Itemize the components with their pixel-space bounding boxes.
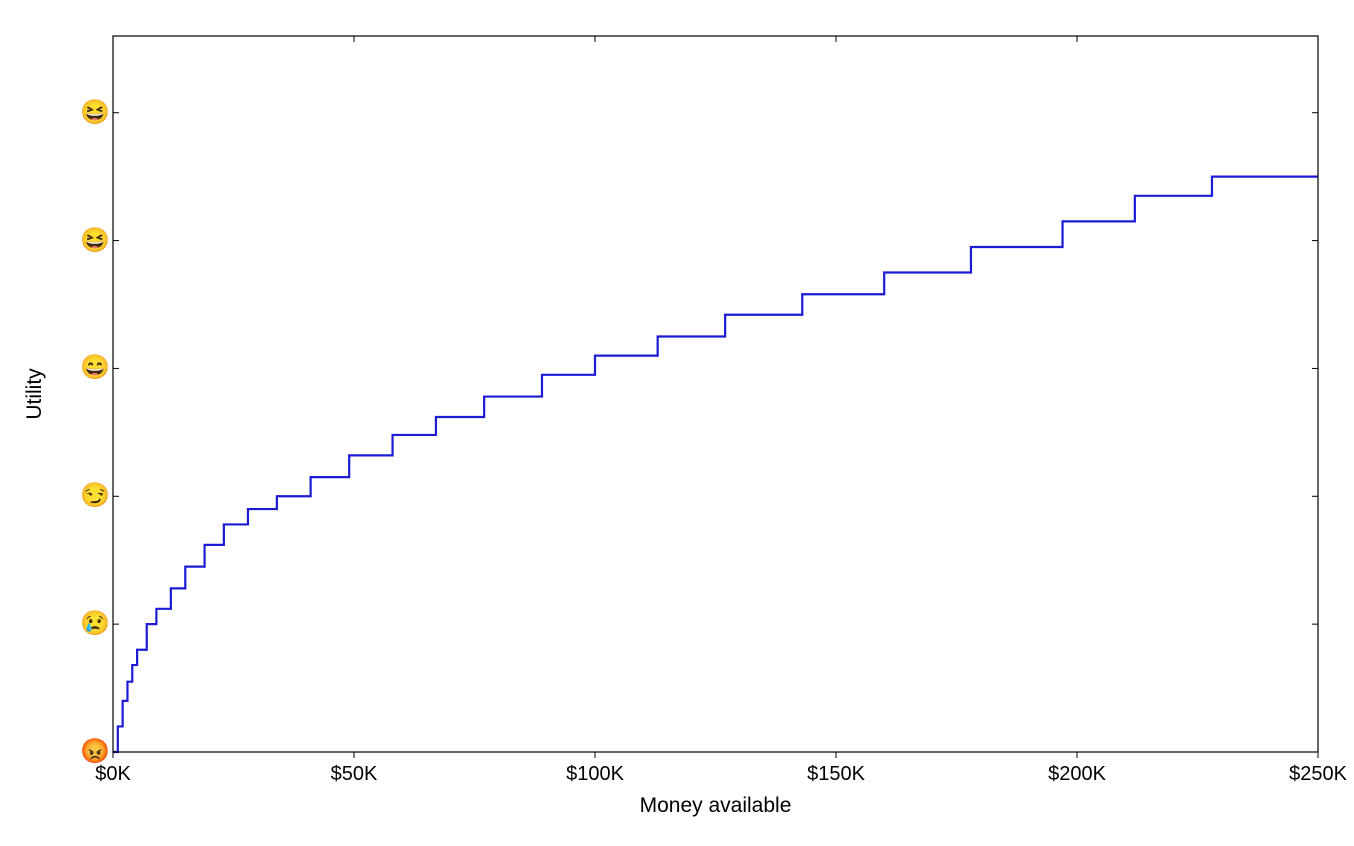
y-tick-emoji: 😡 <box>80 740 110 764</box>
plot-border <box>113 36 1318 752</box>
y-tick-emoji: 😏 <box>80 484 110 508</box>
y-tick-emoji: 😆 <box>80 101 110 125</box>
x-tick-label: $50K <box>331 763 378 785</box>
y-axis-label: Utility <box>23 368 46 420</box>
x-axis-label: Money available <box>640 794 792 817</box>
utility-chart-svg: $0K $50K $100K $150K $200K $250K Money availab… <box>0 0 1354 846</box>
y-tick-emoji: 😄 <box>80 356 110 380</box>
x-tick-label: $150K <box>807 763 865 785</box>
x-tick-label: $0K <box>95 763 131 785</box>
utility-step-line <box>113 177 1318 752</box>
x-tick-label: $250K <box>1289 763 1347 785</box>
chart-container: $0K $50K $100K $150K $200K $250K Money availab… <box>0 0 1354 846</box>
x-tick-label: $200K <box>1048 763 1106 785</box>
y-tick-emoji: 😢 <box>80 612 110 636</box>
x-tick-label: $100K <box>566 763 624 785</box>
y-tick-emoji: 😆 <box>80 229 110 253</box>
